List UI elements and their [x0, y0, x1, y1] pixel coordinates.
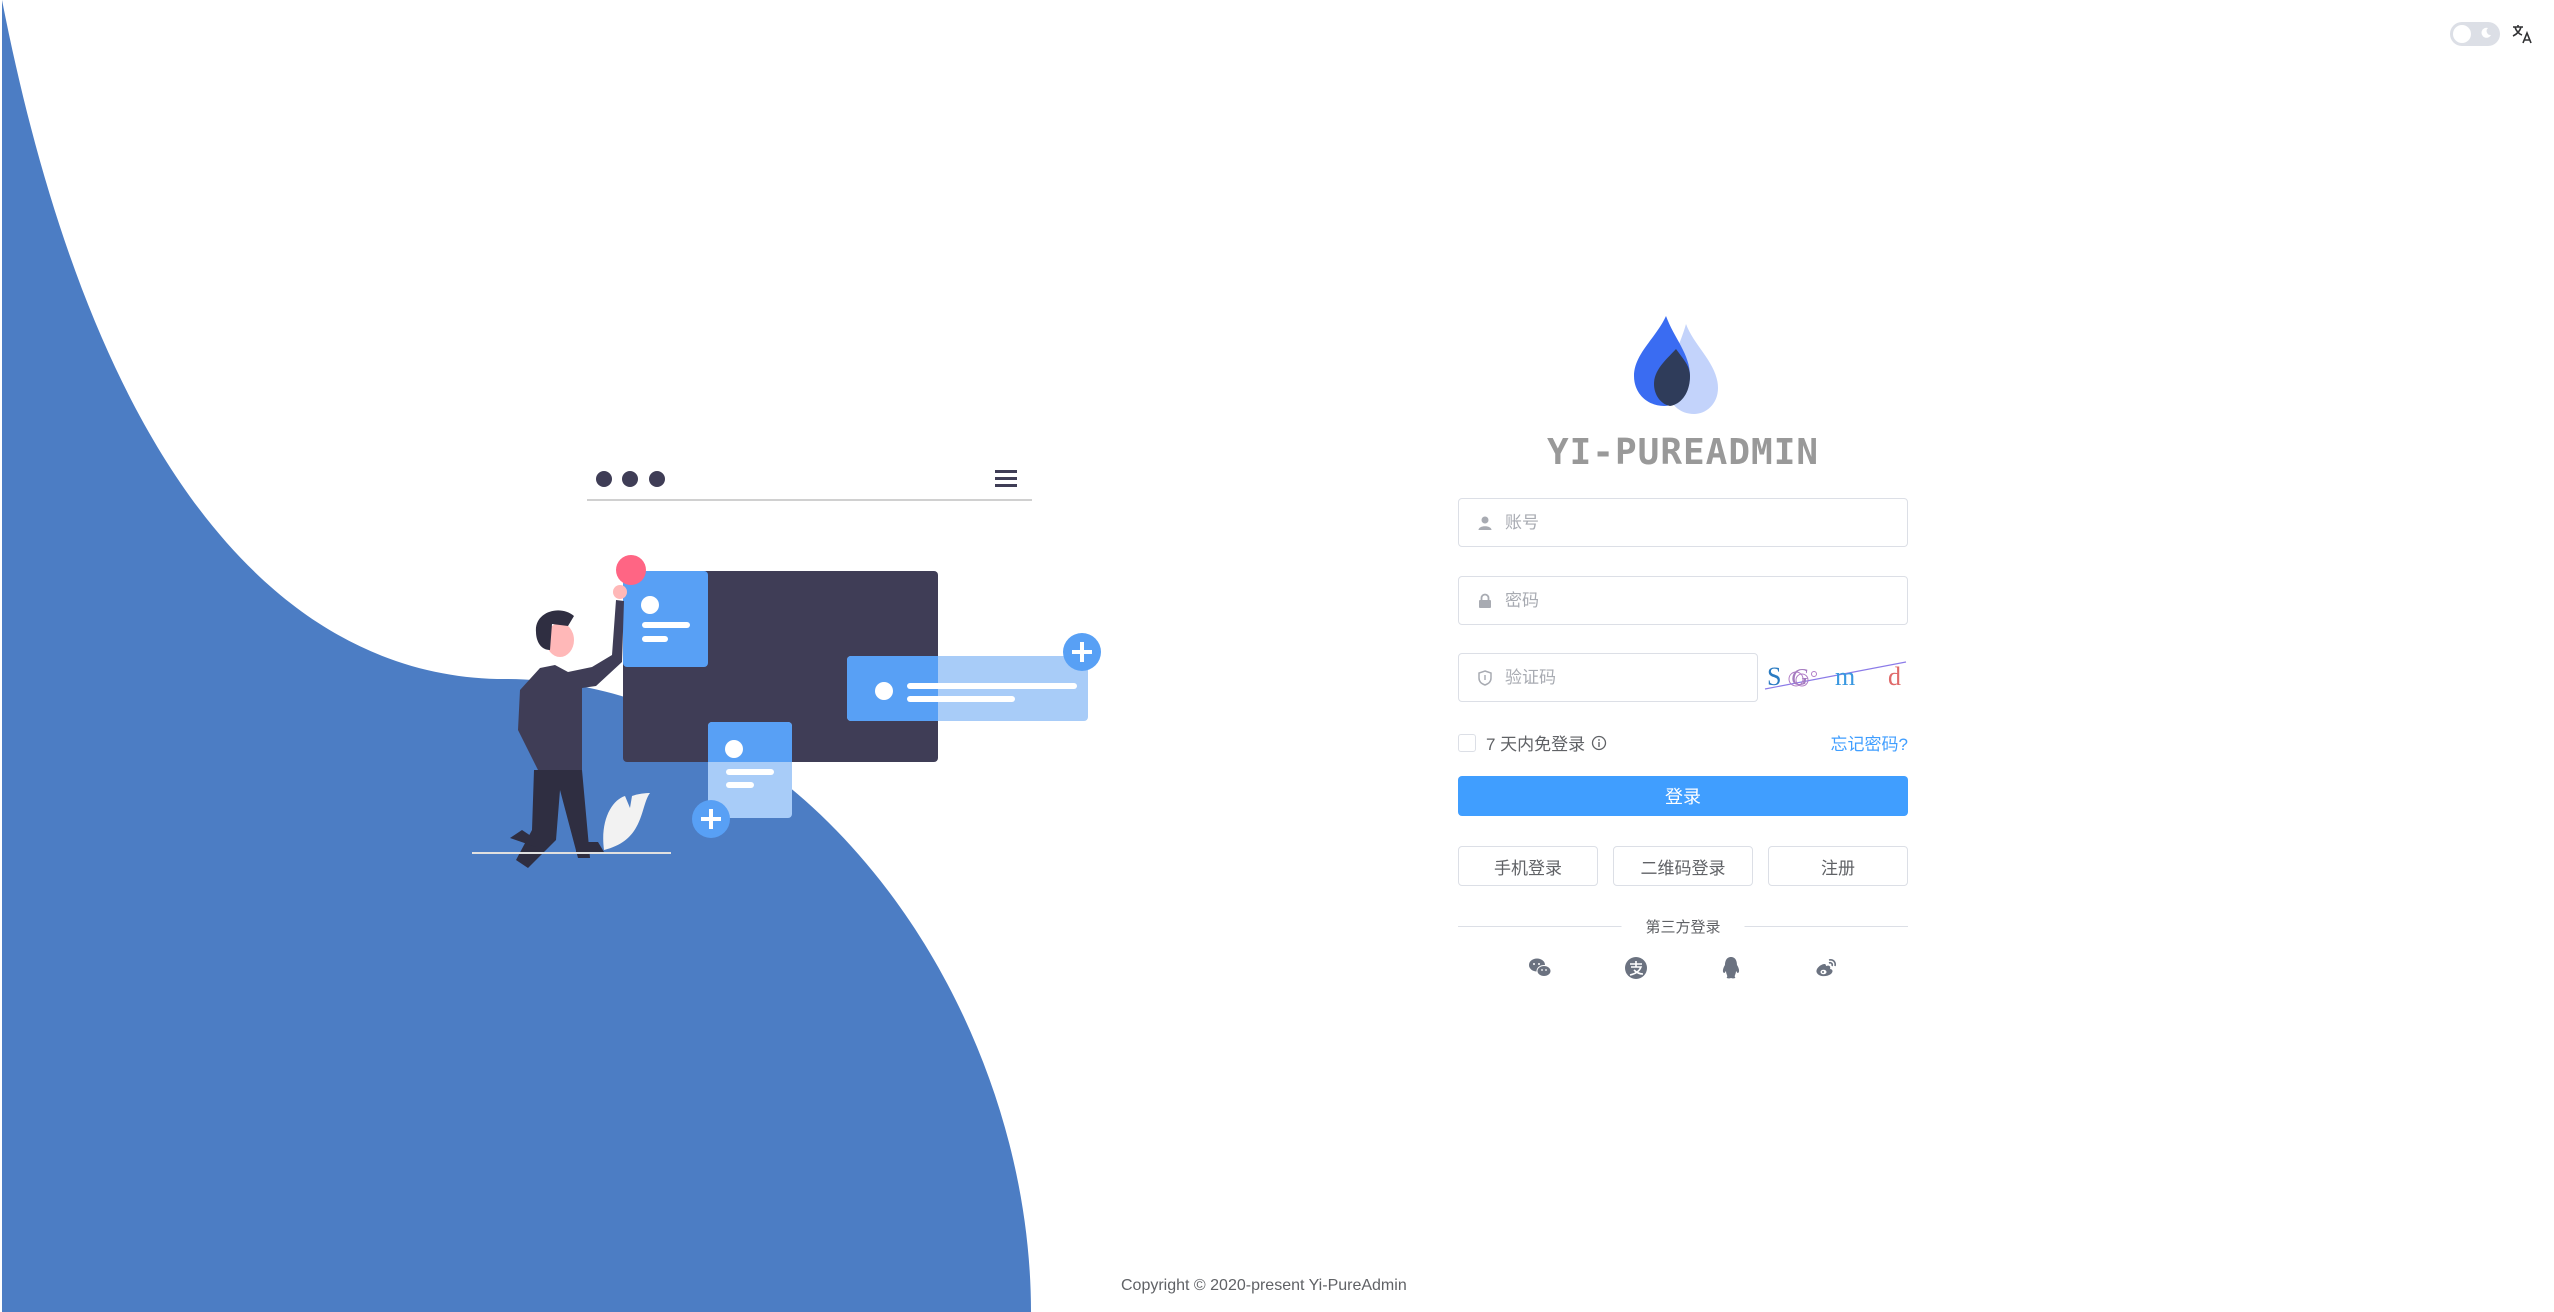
third-party-divider: 第三方登录 — [1458, 916, 1908, 937]
captcha-char: d — [1888, 662, 1901, 691]
login-button[interactable]: 登录 — [1458, 776, 1908, 816]
captcha-char: G — [1791, 665, 1808, 691]
switch-knob — [2453, 25, 2471, 43]
username-input[interactable] — [1505, 512, 1907, 533]
qq-icon[interactable] — [1719, 956, 1743, 980]
dark-mode-switch[interactable] — [2450, 22, 2500, 46]
captcha-input[interactable] — [1505, 667, 1757, 688]
captcha-char: m — [1835, 662, 1855, 691]
captcha-image[interactable]: S G m d — [1763, 652, 1908, 701]
password-field[interactable] — [1458, 576, 1908, 625]
moon-icon — [2481, 27, 2491, 38]
person-figure — [472, 585, 671, 868]
remember-checkbox[interactable] — [1458, 733, 1476, 752]
hamburger-icon — [995, 470, 1017, 487]
third-party-label: 第三方登录 — [1621, 916, 1745, 937]
qr-login-button[interactable]: 二维码登录 — [1613, 846, 1753, 886]
forgot-password-link[interactable]: 忘记密码? — [1830, 735, 1908, 754]
password-input[interactable] — [1505, 590, 1907, 611]
wave-shape — [2, 0, 1031, 1312]
phone-login-button[interactable]: 手机登录 — [1458, 846, 1598, 886]
weibo-icon[interactable] — [1814, 956, 1838, 980]
logo-icon — [1634, 316, 1718, 414]
translate-icon[interactable] — [2510, 22, 2534, 46]
brand-title: YI-PUREADMIN — [1546, 432, 1820, 473]
wechat-icon[interactable] — [1528, 956, 1552, 980]
info-icon[interactable] — [1591, 735, 1607, 751]
lock-icon — [1479, 593, 1491, 608]
card-3 — [692, 722, 792, 838]
browser-bar — [587, 470, 1032, 501]
card-2 — [847, 633, 1101, 721]
card-1 — [623, 571, 708, 667]
alipay-icon[interactable] — [1624, 956, 1648, 980]
pink-dot — [616, 555, 646, 585]
top-toolbar — [2450, 22, 2534, 46]
captcha-char: S — [1767, 662, 1781, 691]
copyright-footer: Copyright © 2020-present Yi-PureAdmin — [1121, 1277, 1407, 1294]
register-button[interactable]: 注册 — [1768, 846, 1908, 886]
shield-icon — [1478, 669, 1492, 686]
username-field[interactable] — [1458, 498, 1908, 547]
user-icon — [1478, 516, 1492, 530]
remember-me[interactable]: 7 天内免登录 — [1458, 730, 1607, 755]
remember-label: 7 天内免登录 — [1486, 735, 1586, 754]
captcha-field[interactable] — [1458, 653, 1758, 702]
